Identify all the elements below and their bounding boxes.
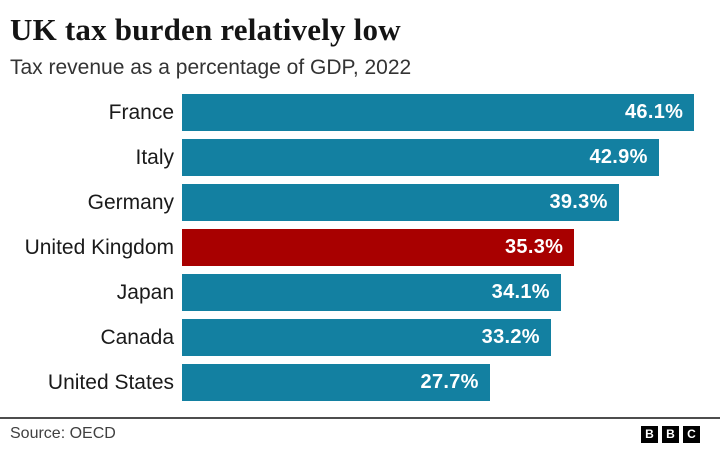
category-label: Italy bbox=[135, 145, 174, 169]
bar-track: 34.1% bbox=[182, 274, 712, 311]
chart-row: Germany 39.3% bbox=[0, 184, 720, 221]
chart-row: Canada 33.2% bbox=[0, 319, 720, 356]
chart-row: Italy 42.9% bbox=[0, 139, 720, 176]
value-label: 35.3% bbox=[505, 236, 564, 258]
category-label: France bbox=[108, 100, 174, 124]
bar: 34.1% bbox=[182, 274, 561, 311]
bbc-logo-block: B bbox=[662, 425, 679, 443]
value-label: 39.3% bbox=[549, 191, 608, 213]
bar-track: 39.3% bbox=[182, 184, 712, 221]
bar-track: 42.9% bbox=[182, 139, 712, 176]
chart-row: France 46.1% bbox=[0, 94, 720, 131]
category-label: Canada bbox=[100, 325, 174, 349]
bar-track: 35.3% bbox=[182, 229, 712, 266]
chart-row: United Kingdom 35.3% bbox=[0, 229, 720, 266]
bar-track: 46.1% bbox=[182, 94, 712, 131]
page-title: UK tax burden relatively low bbox=[10, 12, 401, 47]
category-label: Japan bbox=[116, 280, 174, 304]
chart-subtitle: Tax revenue as a percentage of GDP, 2022 bbox=[10, 56, 412, 79]
bar: 27.7% bbox=[182, 364, 490, 401]
bbc-logo-block: C bbox=[683, 425, 700, 443]
chart-row: Japan 34.1% bbox=[0, 274, 720, 311]
source-label: Source: OECD bbox=[10, 425, 116, 442]
bar: 42.9% bbox=[182, 139, 659, 176]
category-label: Germany bbox=[87, 190, 174, 214]
bar-track: 33.2% bbox=[182, 319, 712, 356]
category-label: United Kingdom bbox=[24, 235, 174, 259]
bar: 39.3% bbox=[182, 184, 619, 221]
bbc-logo-block: B bbox=[641, 425, 658, 443]
bar-track: 27.7% bbox=[182, 364, 712, 401]
value-label: 42.9% bbox=[589, 146, 648, 168]
value-label: 33.2% bbox=[481, 326, 540, 348]
value-label: 27.7% bbox=[420, 371, 479, 393]
bar-highlight: 35.3% bbox=[182, 229, 575, 266]
category-label: United States bbox=[47, 370, 174, 394]
chart-row: United States 27.7% bbox=[0, 364, 720, 401]
value-label: 34.1% bbox=[491, 281, 550, 303]
bar: 46.1% bbox=[182, 94, 695, 131]
value-label: 46.1% bbox=[625, 101, 684, 123]
bar: 33.2% bbox=[182, 319, 551, 356]
bar-chart: France 46.1% Italy 42.9% Germany 39.3% United … bbox=[0, 94, 720, 409]
